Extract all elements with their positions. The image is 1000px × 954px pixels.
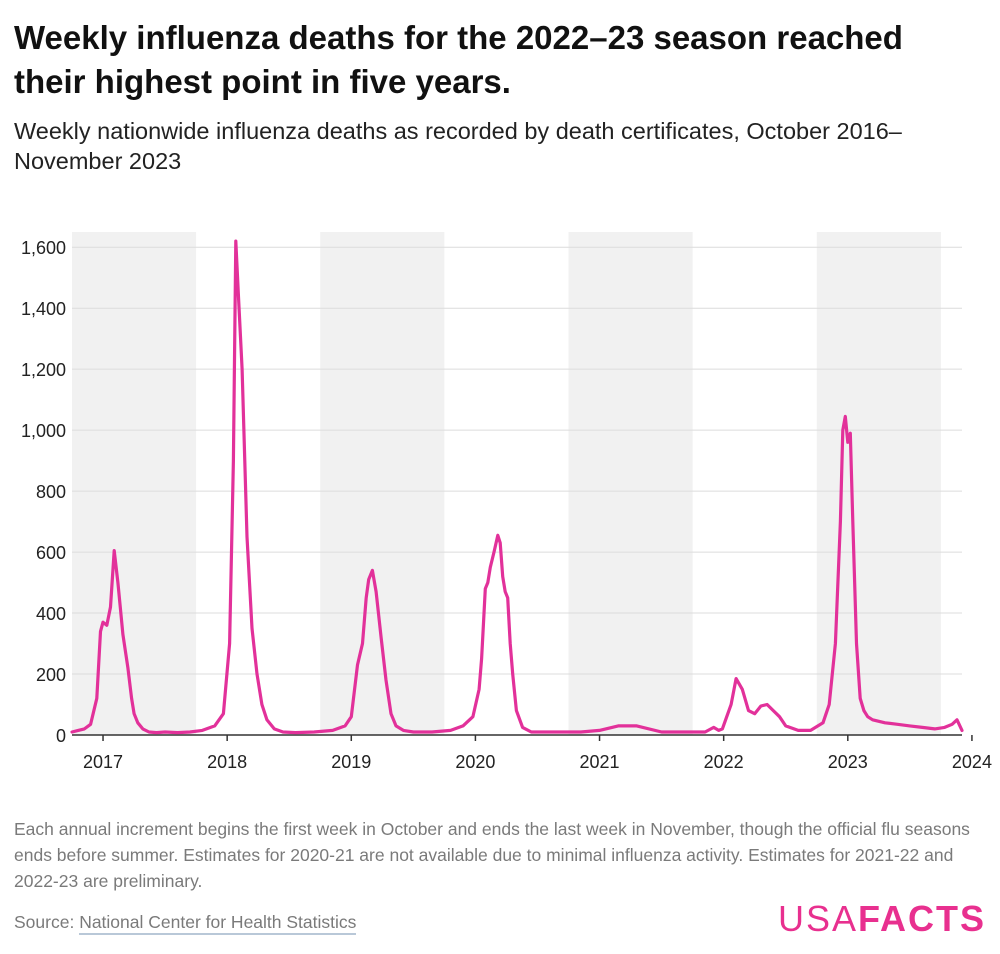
shaded-band-4 <box>816 232 941 735</box>
y-tick-label-1400: 1,400 <box>21 299 66 319</box>
chart-title: Weekly influenza deaths for the 2022–23 … <box>14 19 903 100</box>
influenza-line-chart: 0 200 400 600 800 1,000 1,200 1,400 1,600 2017 201… <box>21 232 992 772</box>
y-tick-label-600: 600 <box>36 543 66 563</box>
x-tick-label-2018: 2018 <box>207 752 247 772</box>
y-tick-label-1200: 1,200 <box>21 360 66 380</box>
x-tick-label-2022: 2022 <box>704 752 744 772</box>
source-label: Source: <box>14 912 75 932</box>
footnote: Each annual increment begins the first w… <box>14 819 970 891</box>
x-tick-label-2023: 2023 <box>828 752 868 772</box>
x-tick-label-2024: 2024 <box>952 752 992 772</box>
source-link[interactable]: National Center for Health Statistics <box>79 912 357 935</box>
y-tick-label-800: 800 <box>36 482 66 502</box>
usafacts-logo: USAFACTS <box>778 898 986 940</box>
shaded-band-3 <box>568 232 693 735</box>
chart-subtitle: Weekly nationwide influenza deaths as re… <box>14 118 902 174</box>
y-tick-label-1600: 1,600 <box>21 238 66 258</box>
logo-text-usa: USA <box>777 898 858 939</box>
logo-text-facts: FACTS <box>857 898 986 939</box>
x-tick-label-2020: 2020 <box>455 752 495 772</box>
source-line: Source: National Center for Health Stati… <box>14 912 357 935</box>
series-line-1 <box>70 239 964 735</box>
shaded-band-1 <box>72 232 197 735</box>
x-tick-label-2017: 2017 <box>83 752 123 772</box>
x-tick-label-2019: 2019 <box>331 752 371 772</box>
y-tick-label-0: 0 <box>56 726 66 746</box>
x-tick-label-2021: 2021 <box>580 752 620 772</box>
y-tick-label-1000: 1,000 <box>21 421 66 441</box>
y-tick-label-400: 400 <box>36 604 66 624</box>
y-tick-label-200: 200 <box>36 665 66 685</box>
